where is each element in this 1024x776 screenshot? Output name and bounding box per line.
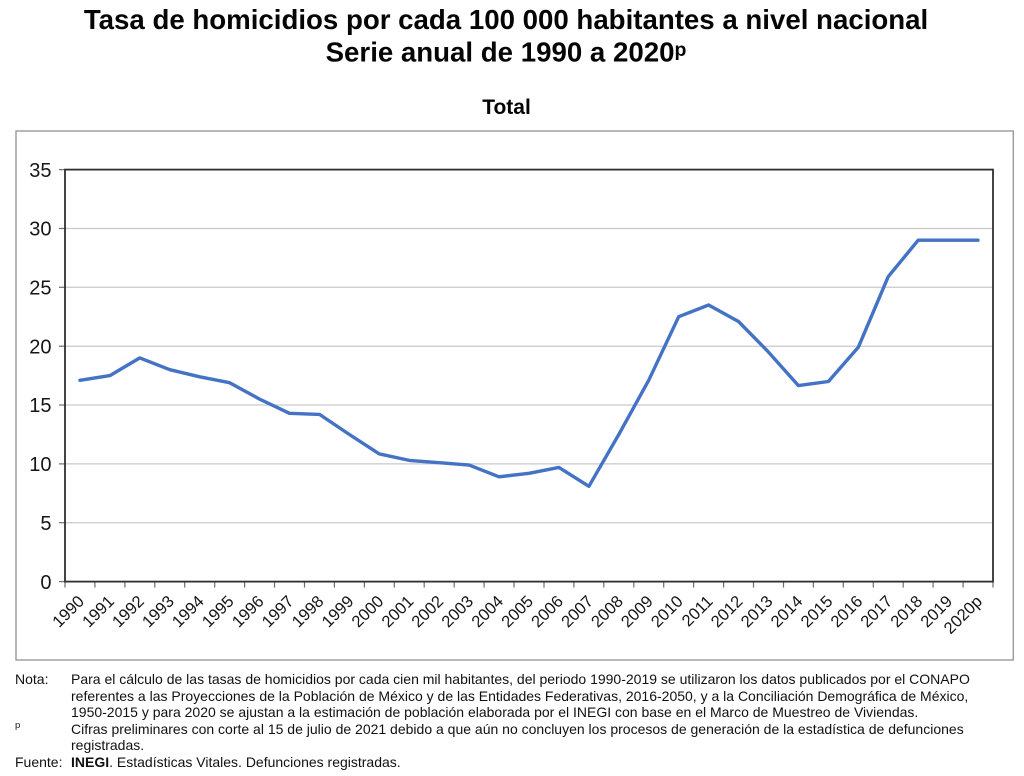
svg-text:2000: 2000 [348, 592, 388, 632]
svg-text:2001: 2001 [378, 592, 418, 632]
svg-text:2003: 2003 [438, 592, 478, 632]
svg-text:1996: 1996 [228, 592, 268, 632]
svg-text:2004: 2004 [468, 592, 508, 632]
svg-text:2018: 2018 [887, 592, 927, 632]
svg-text:1997: 1997 [258, 592, 298, 632]
svg-text:2016: 2016 [827, 592, 867, 632]
svg-text:1999: 1999 [318, 592, 358, 632]
svg-text:1998: 1998 [288, 592, 328, 632]
svg-text:5: 5 [40, 513, 51, 535]
svg-text:2005: 2005 [497, 592, 537, 632]
svg-text:1993: 1993 [138, 592, 178, 632]
svg-text:2013: 2013 [737, 592, 777, 632]
svg-text:0: 0 [40, 572, 51, 594]
svg-text:2010: 2010 [647, 592, 687, 632]
svg-text:2007: 2007 [557, 592, 597, 632]
svg-text:2008: 2008 [587, 592, 627, 632]
svg-text:2002: 2002 [408, 592, 448, 632]
svg-text:1990: 1990 [48, 592, 88, 632]
svg-text:10: 10 [29, 454, 51, 476]
svg-text:20: 20 [29, 336, 51, 358]
svg-text:25: 25 [29, 278, 51, 300]
svg-text:15: 15 [29, 395, 51, 417]
svg-text:2011: 2011 [678, 592, 717, 631]
svg-text:2014: 2014 [767, 592, 807, 632]
svg-text:1994: 1994 [168, 592, 208, 632]
svg-text:1995: 1995 [198, 592, 238, 632]
svg-text:1992: 1992 [108, 592, 148, 632]
svg-text:2009: 2009 [617, 592, 657, 632]
svg-text:30: 30 [29, 219, 51, 241]
svg-text:2012: 2012 [707, 592, 747, 632]
svg-text:2017: 2017 [857, 592, 897, 632]
svg-text:1991: 1991 [78, 592, 118, 632]
svg-text:35: 35 [29, 160, 51, 182]
svg-text:2006: 2006 [527, 592, 567, 632]
svg-text:2015: 2015 [797, 592, 837, 632]
